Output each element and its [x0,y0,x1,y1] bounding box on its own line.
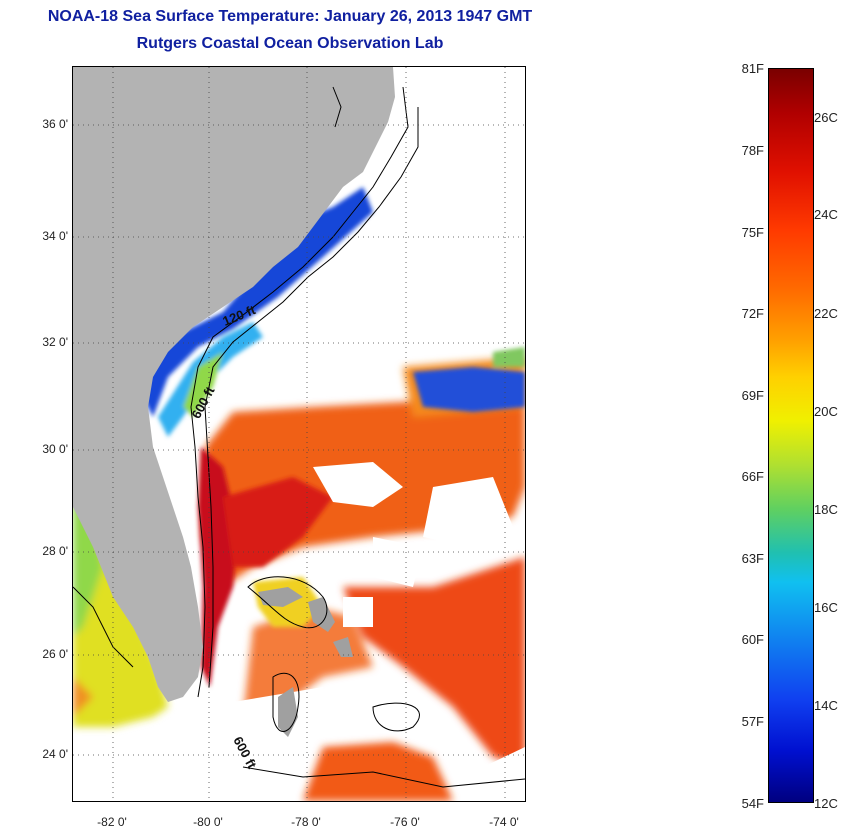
lat-label-34: 34 0' [42,229,68,243]
colorbar-c-26: 26C [814,110,838,125]
lat-label-36: 36 0' [42,117,68,131]
graticule [73,67,525,801]
lat-label-32: 32 0' [42,335,68,349]
lon-label-80: -80 0' [193,815,223,829]
temperature-colorbar [768,68,814,803]
lon-label-78: -78 0' [291,815,321,829]
lat-label-26: 26 0' [42,647,68,661]
lon-label-76: -76 0' [390,815,420,829]
colorbar-c-12: 12C [814,796,838,811]
gulf-stream [198,447,333,687]
colorbar-c-14: 14C [814,698,838,713]
cool-shelf-water [143,187,525,437]
lon-label-82: -82 0' [97,815,127,829]
colorbar-f-78: 78F [741,143,764,158]
colorbar-c-22: 22C [814,306,838,321]
lon-label-74: -74 0' [489,815,519,829]
colorbar-f-81: 81F [741,61,764,76]
colorbar-f-66: 66F [741,469,764,484]
title-line-2: Rutgers Coastal Ocean Observation Lab [136,35,444,52]
depth-contours [73,86,525,788]
colorbar-c-16: 16C [814,600,838,615]
colorbar-f-54: 54F [741,796,764,811]
colorbar-c-18: 18C [814,502,838,517]
colorbar-f-69: 69F [741,388,764,403]
colorbar-f-75: 75F [741,225,764,240]
title-line-1: NOAA-18 Sea Surface Temperature: January… [47,8,533,25]
sst-map-canvas [73,67,525,801]
colorbar-c-24: 24C [814,207,838,222]
colorbar-f-72: 72F [741,306,764,321]
colorbar-f-57: 57F [741,714,764,729]
lat-label-24: 24 0' [42,747,68,761]
colorbar-f-63: 63F [741,551,764,566]
lat-label-30: 30 0' [42,442,68,456]
colorbar-c-20: 20C [814,404,838,419]
lat-label-28: 28 0' [42,544,68,558]
sst-map [72,66,526,802]
colorbar-f-60: 60F [741,632,764,647]
landmass-us [73,67,395,702]
